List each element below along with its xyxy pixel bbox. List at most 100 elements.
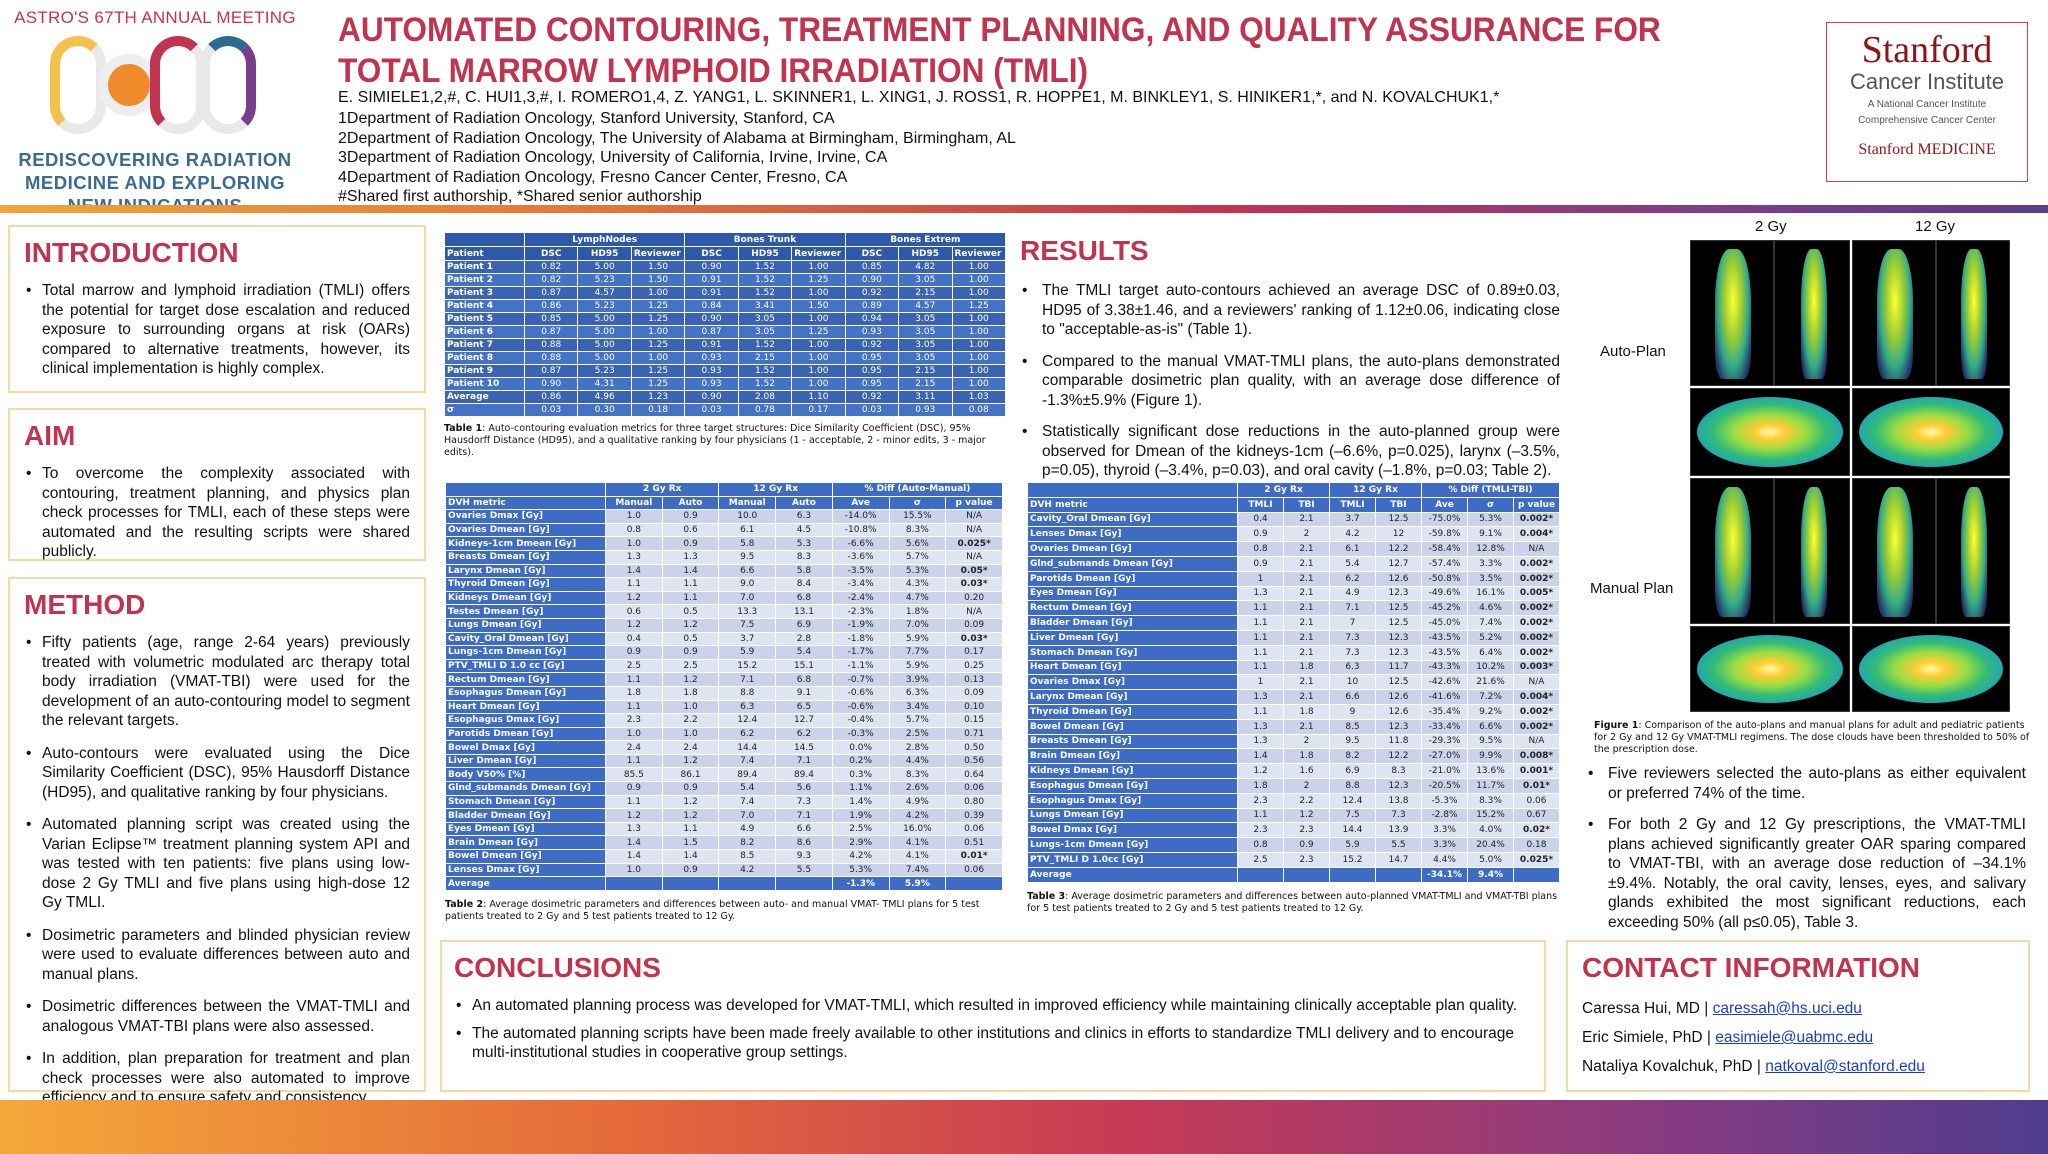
table-row: Heart Dmean [Gy] 1.1 1.0 6.3 6.5 -0.6% 3.4% 0.1… — [445, 699, 1003, 715]
table-cell: 12.6 — [1375, 689, 1422, 705]
bullet: Statistically significant dose reduction… — [1020, 422, 1560, 481]
table-cell: 0.09 — [945, 685, 1003, 701]
table-row: Bladder Dmean [Gy] 1.1 2.1 7 12.5 -45.0% 7.4% 0… — [1027, 615, 1560, 631]
table-cell — [718, 876, 777, 891]
table-row: Bowel Dmean [Gy] 1.4 1.4 8.5 9.3 4.2% 4.1% 0.01… — [445, 849, 1003, 864]
table-cell: 1.3 — [661, 549, 720, 565]
table-cell: 0.03 — [844, 403, 900, 417]
table-cell: -41.6% — [1421, 689, 1468, 705]
contact-email-link[interactable]: caressah@hs.uci.edu — [1712, 1000, 1862, 1017]
table-cell: 0.25 — [945, 658, 1003, 674]
table-cell: 1.3 — [605, 549, 663, 565]
table-cell: 4.4% — [1421, 851, 1468, 868]
table-cell: N/A — [945, 604, 1003, 619]
table-cell: 3.3% — [1467, 555, 1514, 572]
table-cell: 0.05* — [945, 563, 1003, 579]
table-cell: 1.2 — [661, 753, 720, 769]
table-cell — [1375, 866, 1422, 883]
table-cell: 0.8 — [605, 522, 663, 538]
table-cell: -3.4% — [831, 577, 890, 592]
table-cell: 1.1 — [1237, 703, 1284, 720]
table-cell: 7.5 — [1329, 807, 1376, 824]
table-cell: 7.4 — [718, 794, 777, 810]
poster-title: AUTOMATED CONTOURING, TREATMENT PLANNING… — [338, 10, 1696, 92]
table-cell: 1.00 — [951, 325, 1006, 339]
contact-email-link[interactable]: natkoval@stanford.edu — [1765, 1058, 1925, 1075]
table-cell: 3.05 — [898, 338, 953, 352]
table-cell: 0.92 — [844, 338, 900, 352]
table-cell: Kidneys Dmean [Gy] — [1027, 763, 1238, 779]
table-cell: 2.3 — [605, 713, 663, 728]
table-cell: 12.4 — [718, 713, 777, 728]
table-cell: 5.00 — [577, 325, 632, 339]
table-cell: 20.4% — [1467, 837, 1514, 853]
tagline-line: REDISCOVERING RADIATION — [18, 149, 292, 170]
table-cell: 5.3% — [888, 563, 947, 579]
table-cell: 0.9 — [661, 862, 720, 878]
table-cell: 0.30 — [577, 403, 632, 417]
affiliation: 1Department of Radiation Oncology, Stanf… — [338, 110, 835, 127]
table-cell: 8.8 — [1329, 777, 1376, 794]
table-cell: 5.8 — [718, 536, 777, 551]
table-cell: 0.4 — [1237, 511, 1284, 528]
table-cell: Patient 7 — [444, 338, 525, 352]
table-cell: 1.5 — [661, 835, 720, 851]
table-cell: 1.0 — [661, 726, 720, 742]
table-cell: TBI — [1283, 496, 1330, 513]
table-cell: 2 Gy Rx — [604, 482, 720, 497]
table-cell: 12.3 — [1375, 644, 1422, 661]
logo-desc: A National Cancer Institute — [1867, 99, 1987, 110]
table-cell: Reviewer Ranking — [791, 246, 846, 261]
contact-email-link[interactable]: easimiele@uabmc.edu — [1715, 1029, 1874, 1046]
table-cell: 0.9 — [605, 645, 663, 660]
table-cell: 2.15 — [898, 377, 953, 391]
table-cell: 2.9% — [831, 835, 890, 851]
table-cell: -2.3% — [831, 604, 890, 619]
table-cell: 12.2 — [1375, 541, 1422, 557]
table-cell: Bones Extrem — [844, 232, 1007, 247]
table-cell: 0.9 — [1237, 526, 1284, 543]
table-cell: 2 — [1283, 526, 1330, 543]
table-cell: 3.05 — [898, 312, 953, 326]
bullet: Fifty patients (age, range 2-64 years) p… — [24, 633, 410, 731]
table-cell: Patient 9 — [444, 364, 525, 378]
table-cell: 13.9 — [1375, 822, 1422, 839]
table-row: σ 0.03 0.30 0.18 0.03 0.78 0.17 0.03 0.93 0.08 — [444, 403, 1006, 417]
table-cell: 5.4 — [1329, 555, 1376, 572]
table-cell: Brain Dmean [Gy] — [1027, 748, 1238, 765]
table-cell: 6.2 — [775, 726, 833, 742]
table-row: Patient 5 0.85 5.00 1.25 0.90 3.05 1.00 0.94 3.0… — [444, 312, 1006, 326]
table-cell: Parotids Dmean [Gy] — [445, 726, 606, 742]
table-cell — [1283, 866, 1330, 883]
affiliation: 4Department of Radiation Oncology, Fresn… — [338, 168, 848, 186]
table-row: Esophagus Dmean [Gy] 1.8 2 8.8 12.3 -20.5% 11.… — [1027, 777, 1560, 794]
table-cell: 8.5 — [1329, 718, 1376, 735]
table-cell: 7.3 — [1375, 807, 1422, 824]
bullet: An automated planning process was develo… — [454, 996, 1530, 1016]
table-cell: 12.3 — [1375, 718, 1422, 735]
table-row: Brain Dmean [Gy] 1.4 1.5 8.2 8.6 2.9% 4.1% 0.51 — [445, 835, 1003, 851]
table-cell: Bones Trunk — [684, 232, 846, 247]
table-cell: 2.6% — [888, 781, 947, 796]
table-cell: 6.9 — [1329, 763, 1376, 779]
table-cell: 5.4 — [775, 645, 833, 660]
table-cell: Esophagus Dmax [Gy] — [1027, 792, 1238, 809]
table-cell: 7.1 — [775, 753, 833, 769]
table-cell: 2.8% — [888, 740, 947, 755]
table-cell: -21.0% — [1421, 763, 1468, 779]
table-cell: 0.5 — [661, 604, 720, 619]
table-cell: 2.3 — [1283, 851, 1330, 868]
table-cell: Thyroid Dmean [Gy] — [1027, 703, 1238, 720]
table-cell: 1.25 — [791, 325, 846, 339]
table-row: Lungs Dmean [Gy] 1.2 1.2 7.5 6.9 -1.9% 7.0% 0.0… — [445, 617, 1003, 633]
table-cell: 1.00 — [630, 286, 686, 300]
table-cell: 6.3 — [775, 509, 833, 524]
table-cell: 2.1 — [1283, 511, 1330, 528]
table-cell: Heart Dmean [Gy] — [445, 699, 606, 715]
table-cell: 15.2 — [1329, 851, 1376, 868]
table-cell: 0.84 — [684, 299, 739, 313]
table-row: Parotids Dmean [Gy] 1 2.1 6.2 12.6 -50.8% 3.5%… — [1027, 570, 1560, 587]
table-cell: 1.3 — [1237, 689, 1284, 705]
table-cell: 0.03* — [945, 577, 1003, 592]
bullet: The automated planning scripts have been… — [454, 1024, 1530, 1063]
